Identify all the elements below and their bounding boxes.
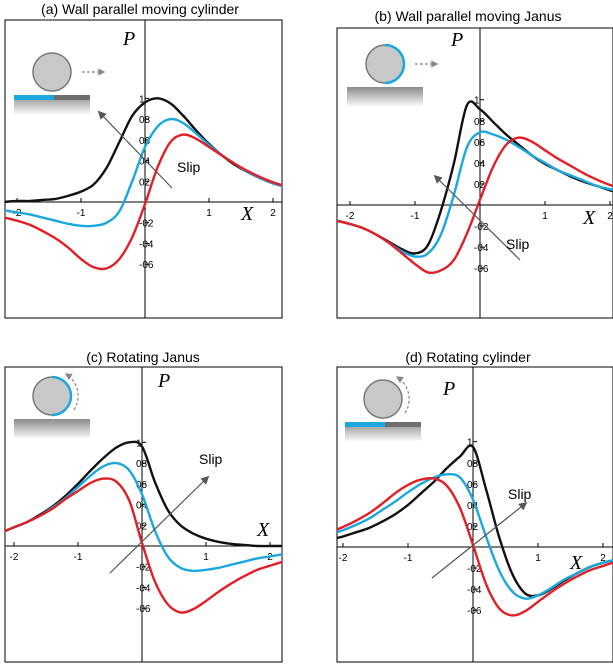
y-tick-label: -04 <box>136 583 151 594</box>
x-tick-label: 2 <box>607 211 613 222</box>
wall-icon <box>347 87 423 107</box>
y-tick-label: 06 <box>474 138 486 149</box>
panel-b: (b) Wall parallel moving Janus -2 -1 1 2 -06… <box>336 8 613 319</box>
y-tick-label: -06 <box>467 606 482 617</box>
x-tick-label: 1 <box>542 211 548 222</box>
inset-illustration <box>345 376 421 442</box>
janus-coating-icon <box>51 375 73 417</box>
curves <box>337 100 613 274</box>
x-axis-label: X <box>256 519 270 541</box>
inset-illustration <box>14 52 106 115</box>
panel-c: (c) Rotating Janus -2 -1 1 2-06-04-02020406… <box>4 349 283 663</box>
blue-curve <box>337 473 613 600</box>
red-curve <box>5 133 282 271</box>
panel-a: (a) Wall parallel moving cylinder -2 -1 1 2… <box>4 1 283 319</box>
red-curve <box>5 477 282 614</box>
red-curve <box>337 136 613 274</box>
y-tick-label: 04 <box>467 501 479 512</box>
y-tick-label: -06 <box>136 604 151 615</box>
y-tick-label: 08 <box>136 459 148 470</box>
y-tick-label: 1 <box>467 438 473 449</box>
x-tick-label: -1 <box>404 553 413 564</box>
y-tick-label: 06 <box>139 136 151 147</box>
y-tick-label: 1 <box>139 94 145 105</box>
y-tick-label: 06 <box>136 480 148 491</box>
y-tick-label: -02 <box>467 564 482 575</box>
inset-illustration <box>347 43 439 107</box>
y-tick-label: 02 <box>136 521 148 532</box>
plot-frame <box>4 19 283 319</box>
x-tick-label: 2 <box>600 553 606 564</box>
curves <box>5 440 282 614</box>
cylinder-icon <box>363 379 403 419</box>
cylinder-icon <box>32 52 72 92</box>
slip-arrow <box>433 174 521 261</box>
y-tick-label: -06 <box>474 264 489 275</box>
slip-label: Slip <box>508 486 532 502</box>
y-tick-label: 02 <box>474 180 486 191</box>
y-tick-label: -04 <box>467 585 482 596</box>
x-tick-label: -2 <box>339 553 348 564</box>
x-axis-label: X <box>582 207 596 229</box>
y-axis-label: P <box>157 370 170 392</box>
rotation-arrow-icon <box>395 376 410 414</box>
y-tick-label: 08 <box>474 117 486 128</box>
plot-frame <box>336 27 613 319</box>
wall-plain-icon <box>385 422 421 427</box>
plot-frame <box>4 366 283 663</box>
x-tick-label: 1 <box>206 208 212 219</box>
x-tick-label: 1 <box>535 553 541 564</box>
janus-coating-icon <box>384 43 406 85</box>
y-axis-label: P <box>442 378 455 400</box>
x-tick-label: -2 <box>346 211 355 222</box>
panel-title: (c) Rotating Janus <box>86 349 200 365</box>
blue-curve <box>337 130 613 258</box>
y-tick-label: 04 <box>139 157 151 168</box>
panel-d: (d) Rotating cylinder -2 -1 1 2 -06 -04 -02 02 0… <box>336 349 613 663</box>
panel-title: (d) Rotating cylinder <box>405 349 531 365</box>
y-tick-label: 02 <box>139 177 151 188</box>
y-tick-label: 04 <box>136 501 148 512</box>
y-tick-label: 02 <box>467 522 479 533</box>
x-tick-label: -1 <box>77 208 86 219</box>
y-tick-label: -04 <box>474 243 489 254</box>
y-tick-label: 1 <box>474 96 480 107</box>
y-tick-label: 06 <box>467 480 479 491</box>
curves <box>5 97 282 271</box>
y-tick-label: -06 <box>139 260 154 271</box>
rotation-arrow-icon <box>64 373 79 411</box>
slip-label: Slip <box>506 236 530 252</box>
wall-plain-icon <box>54 95 90 100</box>
panel-title: (a) Wall parallel moving cylinder <box>41 1 239 17</box>
inset-illustration <box>14 373 90 439</box>
y-tick-label: -02 <box>139 219 154 230</box>
x-tick-label: 1 <box>203 552 209 563</box>
y-axis-label: P <box>450 29 463 51</box>
x-axis-label: X <box>240 203 254 225</box>
panel-title: (b) Wall parallel moving Janus <box>375 8 562 24</box>
x-tick-label: -1 <box>74 552 83 563</box>
slip-arrow <box>431 501 528 579</box>
y-tick-label: -02 <box>136 563 151 574</box>
slip-label: Slip <box>199 451 223 467</box>
x-tick-label: -2 <box>10 552 19 563</box>
slip-arrow <box>97 110 173 189</box>
y-tick-label: 04 <box>474 159 486 170</box>
y-axis-label: P <box>122 28 135 50</box>
y-tick-label: -04 <box>139 239 154 250</box>
y-tick-label: 08 <box>139 115 151 126</box>
x-axis-label: X <box>569 552 583 574</box>
wall-icon <box>14 419 90 439</box>
x-tick-label: 2 <box>270 208 276 219</box>
wall-coating-icon <box>345 422 385 427</box>
slip-label: Slip <box>177 159 201 175</box>
slip-arrow <box>109 475 210 574</box>
wall-coating-icon <box>14 95 54 100</box>
y-tick-label: 08 <box>467 459 479 470</box>
plot-frame <box>336 366 613 663</box>
y-tick-label: -02 <box>474 222 489 233</box>
x-tick-label: -1 <box>411 211 420 222</box>
